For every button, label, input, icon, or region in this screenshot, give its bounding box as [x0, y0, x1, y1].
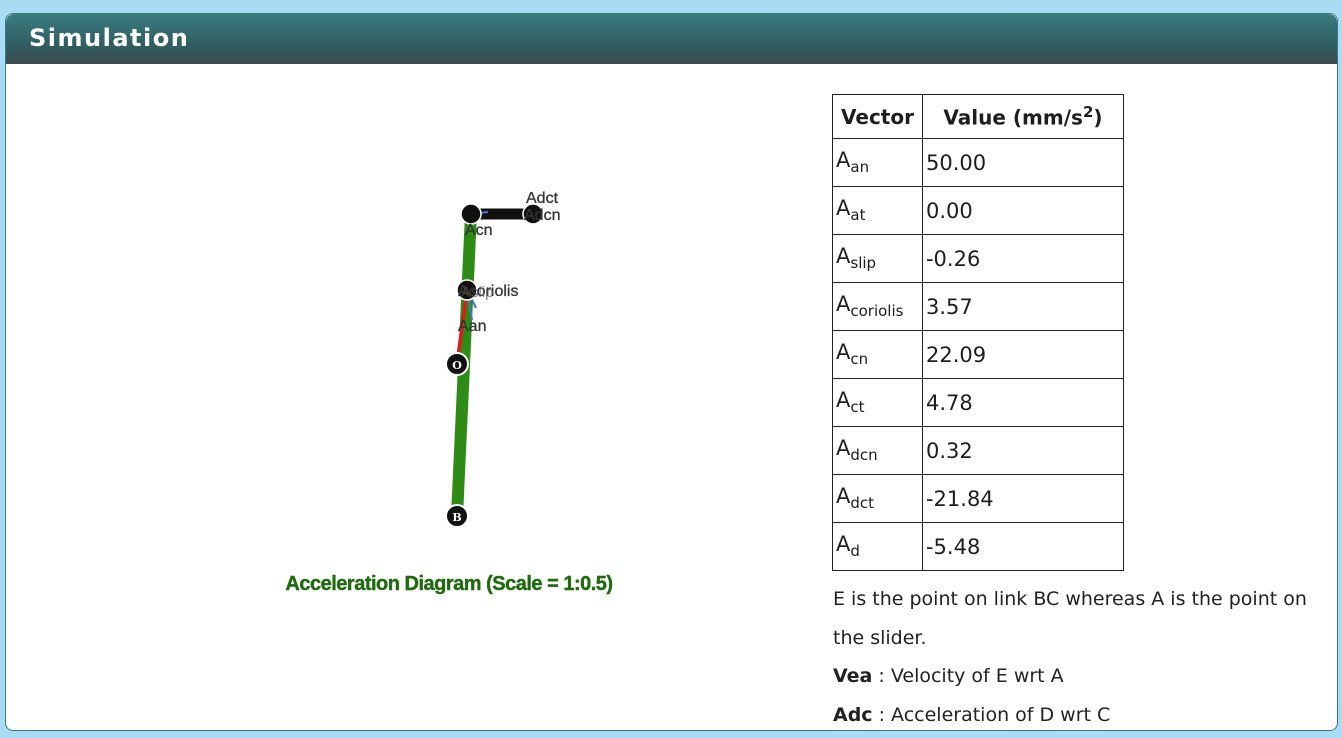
table-row: Acoriolis 3.57: [832, 282, 1124, 331]
vector-symbol: Acoriolis: [832, 282, 923, 331]
vector-value: 4.78: [921, 378, 1124, 427]
node-top-left: [460, 203, 482, 225]
table-row: Aslip -0.26: [832, 234, 1124, 283]
vector-symbol: Adct: [832, 474, 923, 523]
note-points-description: E is the point on link BC whereas A is t…: [833, 588, 1307, 649]
vector-table-wrapper: Vector Value (mm/s2) Aan 50.00 Aat 0.00 …: [832, 94, 1124, 571]
vector-symbol: Aat: [832, 186, 923, 235]
vector-table: Vector Value (mm/s2) Aan 50.00 Aat 0.00 …: [832, 94, 1124, 571]
label-adcn: Adcn: [524, 207, 560, 224]
node-o: [445, 352, 469, 376]
vector-value: 0.32: [921, 426, 1124, 475]
note-adc: Adc : Acceleration of D wrt C: [833, 703, 1111, 726]
acceleration-diagram: O B Adct Adcn Acn Acoriolis Aslip Aan Ac…: [6, 64, 826, 730]
diagram-caption: Acceleration Diagram (Scale = 1:0.5): [285, 573, 612, 595]
label-acn: Acn: [465, 222, 493, 239]
panel-header: Simulation: [6, 14, 1337, 64]
vector-value: 50.00: [921, 138, 1124, 187]
table-row: Act 4.78: [832, 378, 1124, 427]
panel-title: Simulation: [29, 24, 190, 52]
simulation-panel: Simulation O B Adct Adcn Acn A: [5, 13, 1338, 731]
label-acoriolis: Acoriolis: [458, 283, 518, 300]
table-row: Adcn 0.32: [832, 426, 1124, 475]
table-header-row: Vector Value (mm/s2): [832, 94, 1124, 139]
vector-value: -5.48: [921, 522, 1124, 571]
vector-symbol: Ad: [832, 522, 923, 571]
vector-value: -0.26: [921, 234, 1124, 283]
vector-symbol: Act: [832, 378, 923, 427]
vector-value: 0.00: [921, 186, 1124, 235]
header-vector: Vector: [832, 94, 923, 139]
node-b: [445, 504, 469, 528]
table-row: Ad -5.48: [832, 522, 1124, 571]
table-row: Aan 50.00: [832, 138, 1124, 187]
vector-value: 3.57: [921, 282, 1124, 331]
notes: E is the point on link BC whereas A is t…: [833, 580, 1337, 730]
acceleration-diagram-canvas: O B Adct Adcn Acn Acoriolis Aslip Aan Ac…: [285, 190, 613, 595]
vector-value: 22.09: [921, 330, 1124, 379]
note-vea: Vea : Velocity of E wrt A: [833, 665, 1064, 687]
vector-value: -21.84: [921, 474, 1124, 523]
node-b-label: B: [452, 511, 461, 524]
vector-symbol: Aan: [832, 138, 923, 187]
node-middle: [456, 279, 478, 301]
vector-aslip: [455, 289, 469, 365]
label-adct: Adct: [526, 190, 559, 207]
label-aslip: Aslip: [461, 284, 494, 301]
table-row: Acn 22.09: [832, 330, 1124, 379]
node-o-label: O: [452, 359, 462, 372]
header-value: Value (mm/s2): [921, 94, 1124, 139]
vector-symbol: Acn: [832, 330, 923, 379]
vector-symbol: Aslip: [832, 234, 923, 283]
table-row: Aat 0.00: [832, 186, 1124, 235]
label-aan: Aan: [458, 318, 486, 335]
node-top-right: [522, 203, 544, 225]
vector-symbol: Adcn: [832, 426, 923, 475]
table-row: Adct -21.84: [832, 474, 1124, 523]
